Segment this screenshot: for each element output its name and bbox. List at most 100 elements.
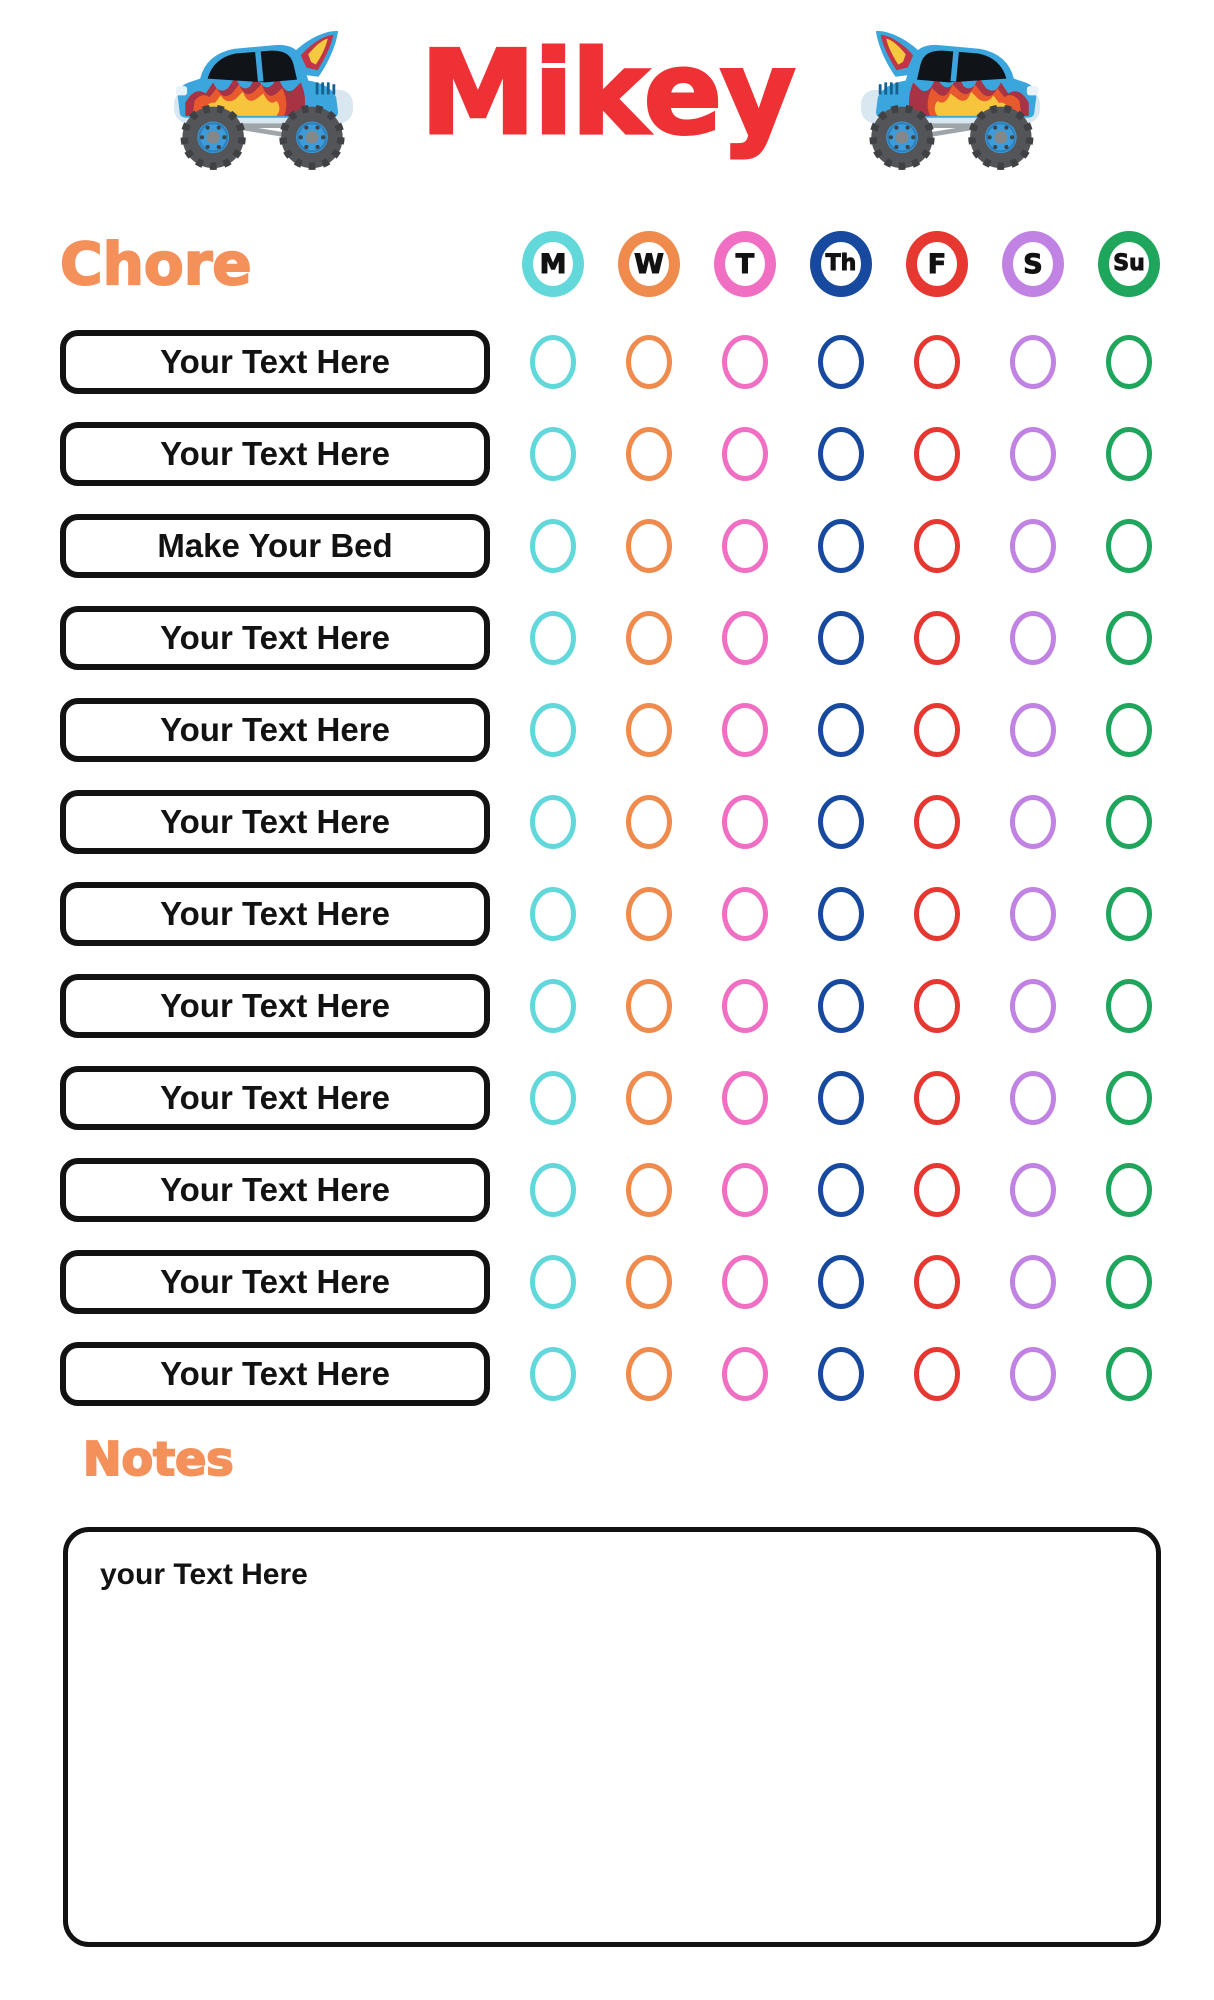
check-circle-s[interactable] — [1010, 703, 1056, 757]
check-circle-w[interactable] — [626, 1071, 672, 1125]
check-circle-m[interactable] — [530, 1071, 576, 1125]
chore-text-box[interactable]: Make Your Bed — [60, 514, 490, 578]
check-circle-w[interactable] — [626, 427, 672, 481]
check-circle-s[interactable] — [1010, 1347, 1056, 1401]
check-circle-su[interactable] — [1106, 887, 1152, 941]
check-circle-s[interactable] — [1010, 335, 1056, 389]
notes-box[interactable]: your Text Here — [63, 1527, 1161, 1948]
check-circle-w[interactable] — [626, 335, 672, 389]
check-circle-su[interactable] — [1106, 1071, 1152, 1125]
check-circle-th[interactable] — [818, 427, 864, 481]
check-circle-th[interactable] — [818, 611, 864, 665]
check-circle-m[interactable] — [530, 703, 576, 757]
check-circle-w[interactable] — [626, 1255, 672, 1309]
check-circle-t[interactable] — [722, 1163, 768, 1217]
check-circle-f[interactable] — [914, 1255, 960, 1309]
check-circle-su[interactable] — [1106, 611, 1152, 665]
check-circle-m[interactable] — [530, 795, 576, 849]
check-circle-t[interactable] — [722, 519, 768, 573]
check-circle-f[interactable] — [914, 335, 960, 389]
check-circle-su[interactable] — [1106, 795, 1152, 849]
chore-text-box[interactable]: Your Text Here — [60, 882, 490, 946]
check-circle-th[interactable] — [818, 1163, 864, 1217]
check-circle-m[interactable] — [530, 1255, 576, 1309]
check-circle-s[interactable] — [1010, 611, 1056, 665]
chore-text-box[interactable]: Your Text Here — [60, 330, 490, 394]
check-circle-th[interactable] — [818, 335, 864, 389]
chore-text-box[interactable]: Your Text Here — [60, 698, 490, 762]
check-circle-th[interactable] — [818, 979, 864, 1033]
check-circle-w[interactable] — [626, 887, 672, 941]
check-circle-m[interactable] — [530, 887, 576, 941]
check-circle-th[interactable] — [818, 887, 864, 941]
check-circle-s[interactable] — [1010, 519, 1056, 573]
chore-text-box[interactable]: Your Text Here — [60, 1342, 490, 1406]
check-circle-m[interactable] — [530, 1163, 576, 1217]
check-circle-w[interactable] — [626, 703, 672, 757]
check-circle-t[interactable] — [722, 1347, 768, 1401]
check-circle-s[interactable] — [1010, 887, 1056, 941]
check-circle-th[interactable] — [818, 1071, 864, 1125]
check-circle-su[interactable] — [1106, 519, 1152, 573]
check-circle-s[interactable] — [1010, 979, 1056, 1033]
check-circle-th[interactable] — [818, 703, 864, 757]
check-circle-f[interactable] — [914, 979, 960, 1033]
check-circle-w[interactable] — [626, 611, 672, 665]
check-circle-t[interactable] — [722, 1071, 768, 1125]
chore-text-box[interactable]: Your Text Here — [60, 1250, 490, 1314]
check-circle-w[interactable] — [626, 795, 672, 849]
day-cell — [601, 427, 697, 481]
chore-label: Your Text Here — [160, 803, 390, 840]
chore-text-box[interactable]: Your Text Here — [60, 1158, 490, 1222]
check-circle-m[interactable] — [530, 335, 576, 389]
check-circle-f[interactable] — [914, 703, 960, 757]
day-cell — [889, 795, 985, 849]
check-circle-s[interactable] — [1010, 427, 1056, 481]
check-circle-w[interactable] — [626, 1163, 672, 1217]
check-circle-m[interactable] — [530, 1347, 576, 1401]
check-circle-t[interactable] — [722, 335, 768, 389]
check-circle-m[interactable] — [530, 519, 576, 573]
check-circle-th[interactable] — [818, 519, 864, 573]
check-circle-f[interactable] — [914, 1071, 960, 1125]
check-circle-su[interactable] — [1106, 979, 1152, 1033]
check-circle-f[interactable] — [914, 519, 960, 573]
chore-text-box[interactable]: Your Text Here — [60, 790, 490, 854]
check-circle-t[interactable] — [722, 611, 768, 665]
check-circle-th[interactable] — [818, 1347, 864, 1401]
check-circle-w[interactable] — [626, 979, 672, 1033]
check-circle-w[interactable] — [626, 519, 672, 573]
check-circle-s[interactable] — [1010, 795, 1056, 849]
check-circle-su[interactable] — [1106, 1163, 1152, 1217]
check-circle-f[interactable] — [914, 1347, 960, 1401]
check-circle-s[interactable] — [1010, 1163, 1056, 1217]
check-circle-su[interactable] — [1106, 1255, 1152, 1309]
check-circle-w[interactable] — [626, 1347, 672, 1401]
chore-text-box[interactable]: Your Text Here — [60, 422, 490, 486]
check-circle-s[interactable] — [1010, 1071, 1056, 1125]
check-circle-t[interactable] — [722, 703, 768, 757]
check-circle-m[interactable] — [530, 979, 576, 1033]
chore-text-box[interactable]: Your Text Here — [60, 1066, 490, 1130]
check-circle-t[interactable] — [722, 1255, 768, 1309]
check-circle-su[interactable] — [1106, 1347, 1152, 1401]
chore-text-box[interactable]: Your Text Here — [60, 974, 490, 1038]
check-circle-th[interactable] — [818, 1255, 864, 1309]
check-circle-s[interactable] — [1010, 1255, 1056, 1309]
check-circle-t[interactable] — [722, 427, 768, 481]
check-circle-t[interactable] — [722, 887, 768, 941]
chore-text-box[interactable]: Your Text Here — [60, 606, 490, 670]
check-circle-t[interactable] — [722, 979, 768, 1033]
check-circle-f[interactable] — [914, 795, 960, 849]
check-circle-su[interactable] — [1106, 335, 1152, 389]
check-circle-th[interactable] — [818, 795, 864, 849]
check-circle-su[interactable] — [1106, 703, 1152, 757]
check-circle-su[interactable] — [1106, 427, 1152, 481]
check-circle-f[interactable] — [914, 1163, 960, 1217]
check-circle-t[interactable] — [722, 795, 768, 849]
check-circle-f[interactable] — [914, 611, 960, 665]
check-circle-f[interactable] — [914, 427, 960, 481]
check-circle-m[interactable] — [530, 611, 576, 665]
check-circle-m[interactable] — [530, 427, 576, 481]
check-circle-f[interactable] — [914, 887, 960, 941]
